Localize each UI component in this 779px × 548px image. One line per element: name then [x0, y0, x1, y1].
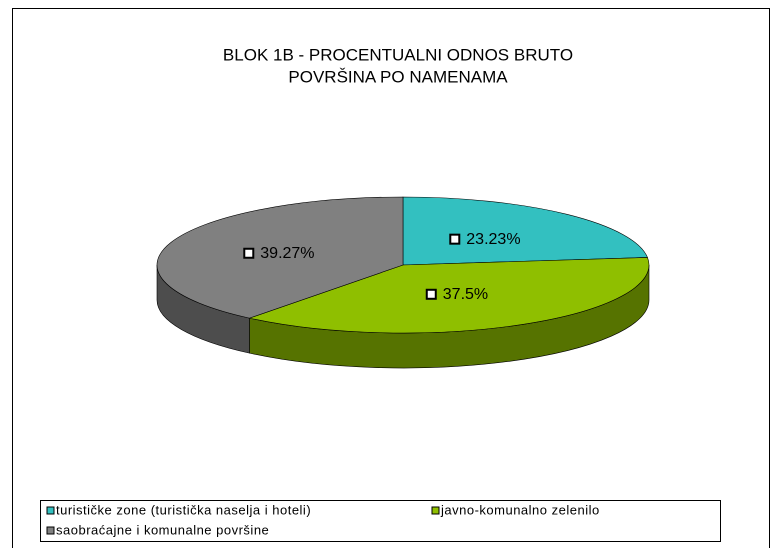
- chart-title: BLOK 1B - PROCENTUALNI ODNOS BRUTO: [223, 45, 573, 64]
- legend-label: saobraćajne i komunalne površine: [56, 522, 269, 537]
- label-marker: [425, 288, 437, 300]
- legend-label: turističke zone (turistička naselja i ho…: [56, 502, 311, 517]
- pie-slice: [248, 257, 650, 334]
- data-label: 23.23%: [466, 231, 520, 248]
- legend-swatch: [46, 526, 55, 535]
- label-marker: [449, 233, 461, 245]
- chart-title: POVRŠINA PO NAMENAMA: [288, 67, 508, 86]
- data-label: 39.27%: [260, 245, 314, 262]
- legend-box: [40, 500, 721, 542]
- data-label: 37.5%: [443, 286, 488, 303]
- legend-label: javno-komunalno zelenilo: [440, 502, 600, 517]
- legend-swatch: [431, 506, 440, 515]
- pie-slice: [156, 196, 404, 319]
- legend-swatch: [46, 506, 55, 515]
- pie-slice: [402, 196, 648, 266]
- label-marker: [243, 247, 255, 259]
